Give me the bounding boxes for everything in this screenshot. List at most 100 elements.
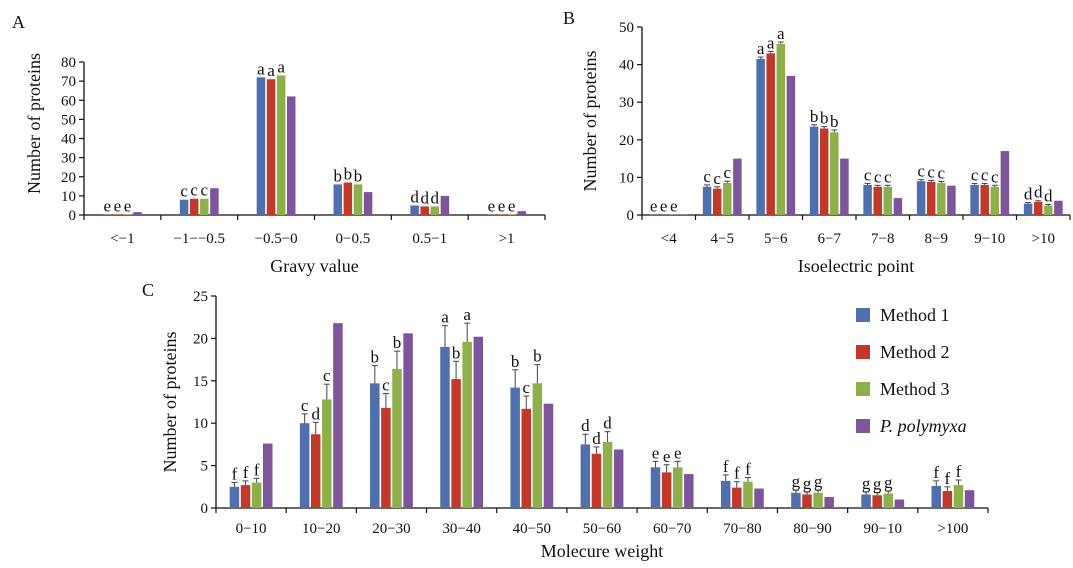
bar-method-2 [766, 53, 775, 215]
panel-letter: C [142, 280, 154, 300]
significance-letter: a [463, 305, 471, 324]
y-tick-label: 10 [61, 189, 76, 205]
y-tick-label: 15 [193, 374, 208, 390]
bar-method-1 [580, 444, 591, 508]
panel-b: B 0 10 20 30 40 50 <4 4−5 5−6 6−7 7−8 8−9 9−10 >10 Isoe… [563, 8, 1071, 276]
significance-letter: f [254, 460, 260, 479]
bar-p-polymyxa [133, 212, 142, 215]
x-axis-title: Isoelectric point [798, 256, 914, 276]
y-tick-label: 50 [619, 20, 634, 36]
significance-letter: g [792, 472, 801, 491]
significance-letter: d [1034, 183, 1043, 202]
bar-method-3 [276, 75, 286, 215]
significance-letter: c [180, 182, 188, 201]
y-tick-label: 20 [193, 331, 208, 347]
significance-letter: b [511, 352, 520, 371]
bar-method-3 [813, 492, 823, 508]
x-tick-label: 20−30 [372, 521, 410, 537]
bar-method-1 [916, 181, 926, 215]
significance-letter: b [830, 112, 839, 131]
significance-letter: a [257, 59, 265, 78]
significance-letter: b [344, 164, 353, 183]
significance-letter: b [820, 109, 829, 128]
significance-letter: f [933, 463, 939, 482]
bar-method-2 [521, 408, 532, 508]
bar-method-3 [123, 214, 132, 215]
significance-letter: c [971, 165, 979, 184]
bar-p-polymyxa [947, 185, 956, 215]
x-tick-label: 80−90 [793, 521, 831, 537]
legend: Method 1 Method 2 Method 3 P. polymyxa [856, 305, 967, 436]
bar-method-3 [830, 132, 839, 215]
bar-method-2 [980, 184, 989, 215]
significance-letter: g [884, 473, 893, 492]
bar-method-1 [970, 184, 979, 215]
bar-p-polymyxa [754, 488, 764, 508]
significance-letter: c [927, 162, 935, 181]
significance-letter: e [498, 196, 506, 215]
bar-method-2 [591, 453, 602, 508]
y-tick-label: 30 [61, 151, 76, 167]
significance-letter: e [114, 196, 122, 215]
significance-letter: e [488, 196, 496, 215]
bar-method-3 [953, 485, 964, 508]
bar-method-1 [256, 77, 266, 215]
bar-method-2 [1033, 201, 1043, 215]
significance-letter: e [663, 447, 671, 466]
x-tick-label: >10 [1032, 231, 1055, 247]
y-axis-title: Number of proteins [24, 53, 44, 194]
x-tick-label: 90−10 [863, 521, 901, 537]
x-axis-title: Gravy value [270, 256, 358, 276]
y-tick-label: 60 [61, 93, 76, 109]
bar-method-3 [602, 441, 613, 508]
significance-letter: e [660, 197, 668, 216]
y-tick-label: 10 [619, 170, 634, 186]
bar-method-3 [990, 186, 1000, 215]
legend-swatch [856, 382, 870, 396]
significance-letter: c [323, 366, 331, 385]
significance-letter: b [371, 348, 380, 367]
significance-letter: f [232, 465, 238, 484]
significance-letter: c [382, 376, 390, 395]
significance-letter: g [803, 474, 812, 493]
significance-letter: c [201, 181, 209, 200]
panel-a: A 0 10 20 30 40 50 60 70 80 <−1 −1−−0.5 −0.5−0 0−0.5 0… [12, 12, 546, 276]
x-tick-label: 8−9 [925, 231, 948, 247]
significance-letter: d [410, 187, 419, 206]
x-tick-label: >100 [937, 521, 968, 537]
significance-letter: e [674, 443, 682, 462]
bar-method-3 [672, 467, 683, 508]
bar-p-polymyxa [440, 195, 450, 215]
significance-letter: a [757, 39, 765, 58]
bar-p-polymyxa [363, 192, 373, 215]
bar-p-polymyxa [893, 198, 903, 215]
significance-letter: f [956, 462, 962, 481]
significance-letter: d [311, 404, 320, 423]
y-tick-label: 70 [61, 74, 76, 90]
x-tick-label: 70−80 [723, 521, 761, 537]
x-tick-label: 5−6 [764, 231, 788, 247]
bar-method-2 [240, 485, 251, 508]
bar-method-2 [420, 206, 429, 215]
bar-method-1 [702, 186, 712, 215]
bar-method-3 [462, 341, 472, 508]
bar-method-2 [310, 434, 321, 508]
significance-letter: g [814, 472, 823, 491]
significance-letter: d [581, 416, 590, 435]
significance-letter: d [603, 414, 612, 433]
significance-letter: a [277, 57, 285, 76]
bar-method-3 [430, 206, 440, 215]
bar-method-1 [179, 199, 189, 215]
bar-p-polymyxa [894, 499, 905, 508]
bar-method-3 [353, 184, 363, 215]
y-tick-label: 0 [201, 501, 209, 517]
significance-letter: c [991, 167, 999, 186]
y-tick-label: 40 [619, 58, 634, 74]
x-tick-label: <4 [661, 231, 677, 247]
bar-method-2 [926, 181, 936, 215]
significance-letter: c [917, 162, 925, 181]
significance-letter: e [670, 197, 678, 216]
significance-letter: f [723, 457, 729, 476]
significance-letter: c [884, 167, 892, 186]
